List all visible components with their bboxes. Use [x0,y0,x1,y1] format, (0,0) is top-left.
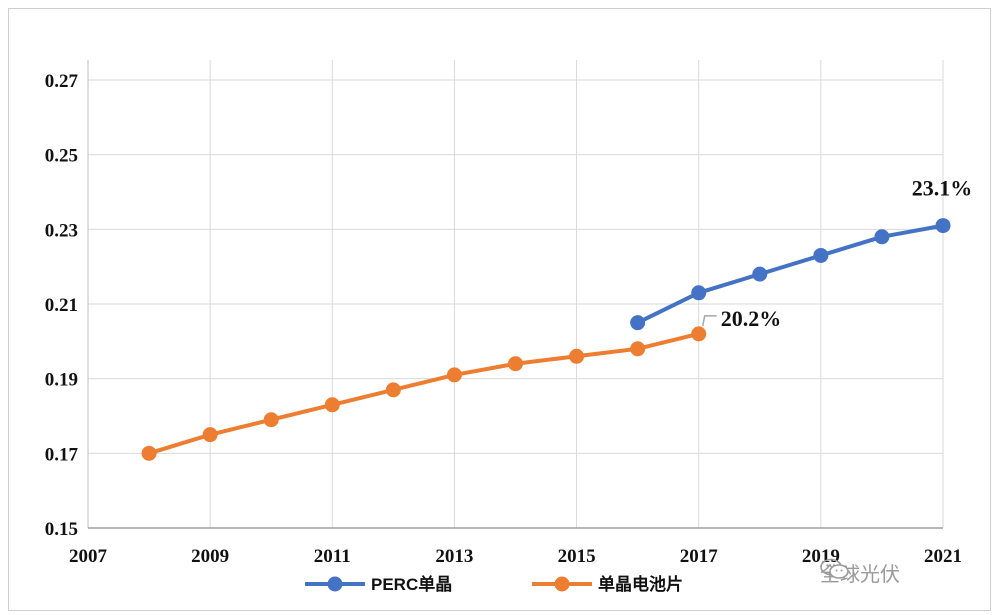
data-point [508,356,523,372]
legend-label: PERC单晶 [371,574,452,594]
legend-swatch-marker [554,576,570,592]
y-tick-label: 0.17 [45,444,79,465]
data-point [263,412,279,428]
data-point [752,266,768,282]
data-point [630,341,646,357]
series-layer [141,218,951,461]
legend-label: 单晶电池片 [598,574,683,594]
axes [87,60,943,529]
data-point [202,427,218,443]
x-tick-label: 2015 [558,546,596,567]
x-tick-label: 2009 [191,546,229,567]
chart-frame [8,8,991,611]
watermark: 全球光伏 [820,558,900,587]
y-axis-ticks: 0.15 0.17 0.19 0.21 0.23 0.25 0.27 [45,71,79,540]
wechat-icon [820,558,849,579]
data-point [446,367,462,383]
x-tick-label: 2019 [802,546,840,567]
x-axis-ticks: 2007 2009 2011 2013 2015 2017 2019 2021 [69,546,962,567]
x-tick-label: 2013 [435,546,473,567]
x-tick-label: 2021 [924,546,962,567]
data-point [813,247,829,263]
y-tick-label: 0.15 [45,519,78,540]
series-line-1 [147,331,701,456]
data-annotations: 23.1% 20.2% [701,176,973,331]
data-point [324,397,340,413]
grid-lines [88,60,944,528]
data-point [691,285,707,301]
data-label: 20.2% [721,306,782,331]
data-point [691,326,707,342]
data-label: 23.1% [912,176,973,201]
y-tick-label: 0.27 [45,71,79,92]
y-tick-label: 0.25 [45,146,78,167]
y-tick-label: 0.23 [45,220,78,241]
data-point [935,218,951,234]
leader-line [701,315,717,327]
legend: PERC单晶 单晶电池片 [305,574,683,594]
y-tick-label: 0.21 [45,295,78,316]
data-point [630,315,646,331]
x-tick-label: 2007 [69,546,108,567]
x-tick-label: 2011 [314,546,351,567]
y-tick-label: 0.19 [45,370,78,391]
data-point [569,348,585,364]
series-line-0 [635,223,945,325]
x-tick-label: 2017 [680,546,719,567]
legend-swatch-marker [327,576,343,592]
data-point [874,229,890,245]
data-point [385,382,401,398]
data-point [141,445,157,461]
